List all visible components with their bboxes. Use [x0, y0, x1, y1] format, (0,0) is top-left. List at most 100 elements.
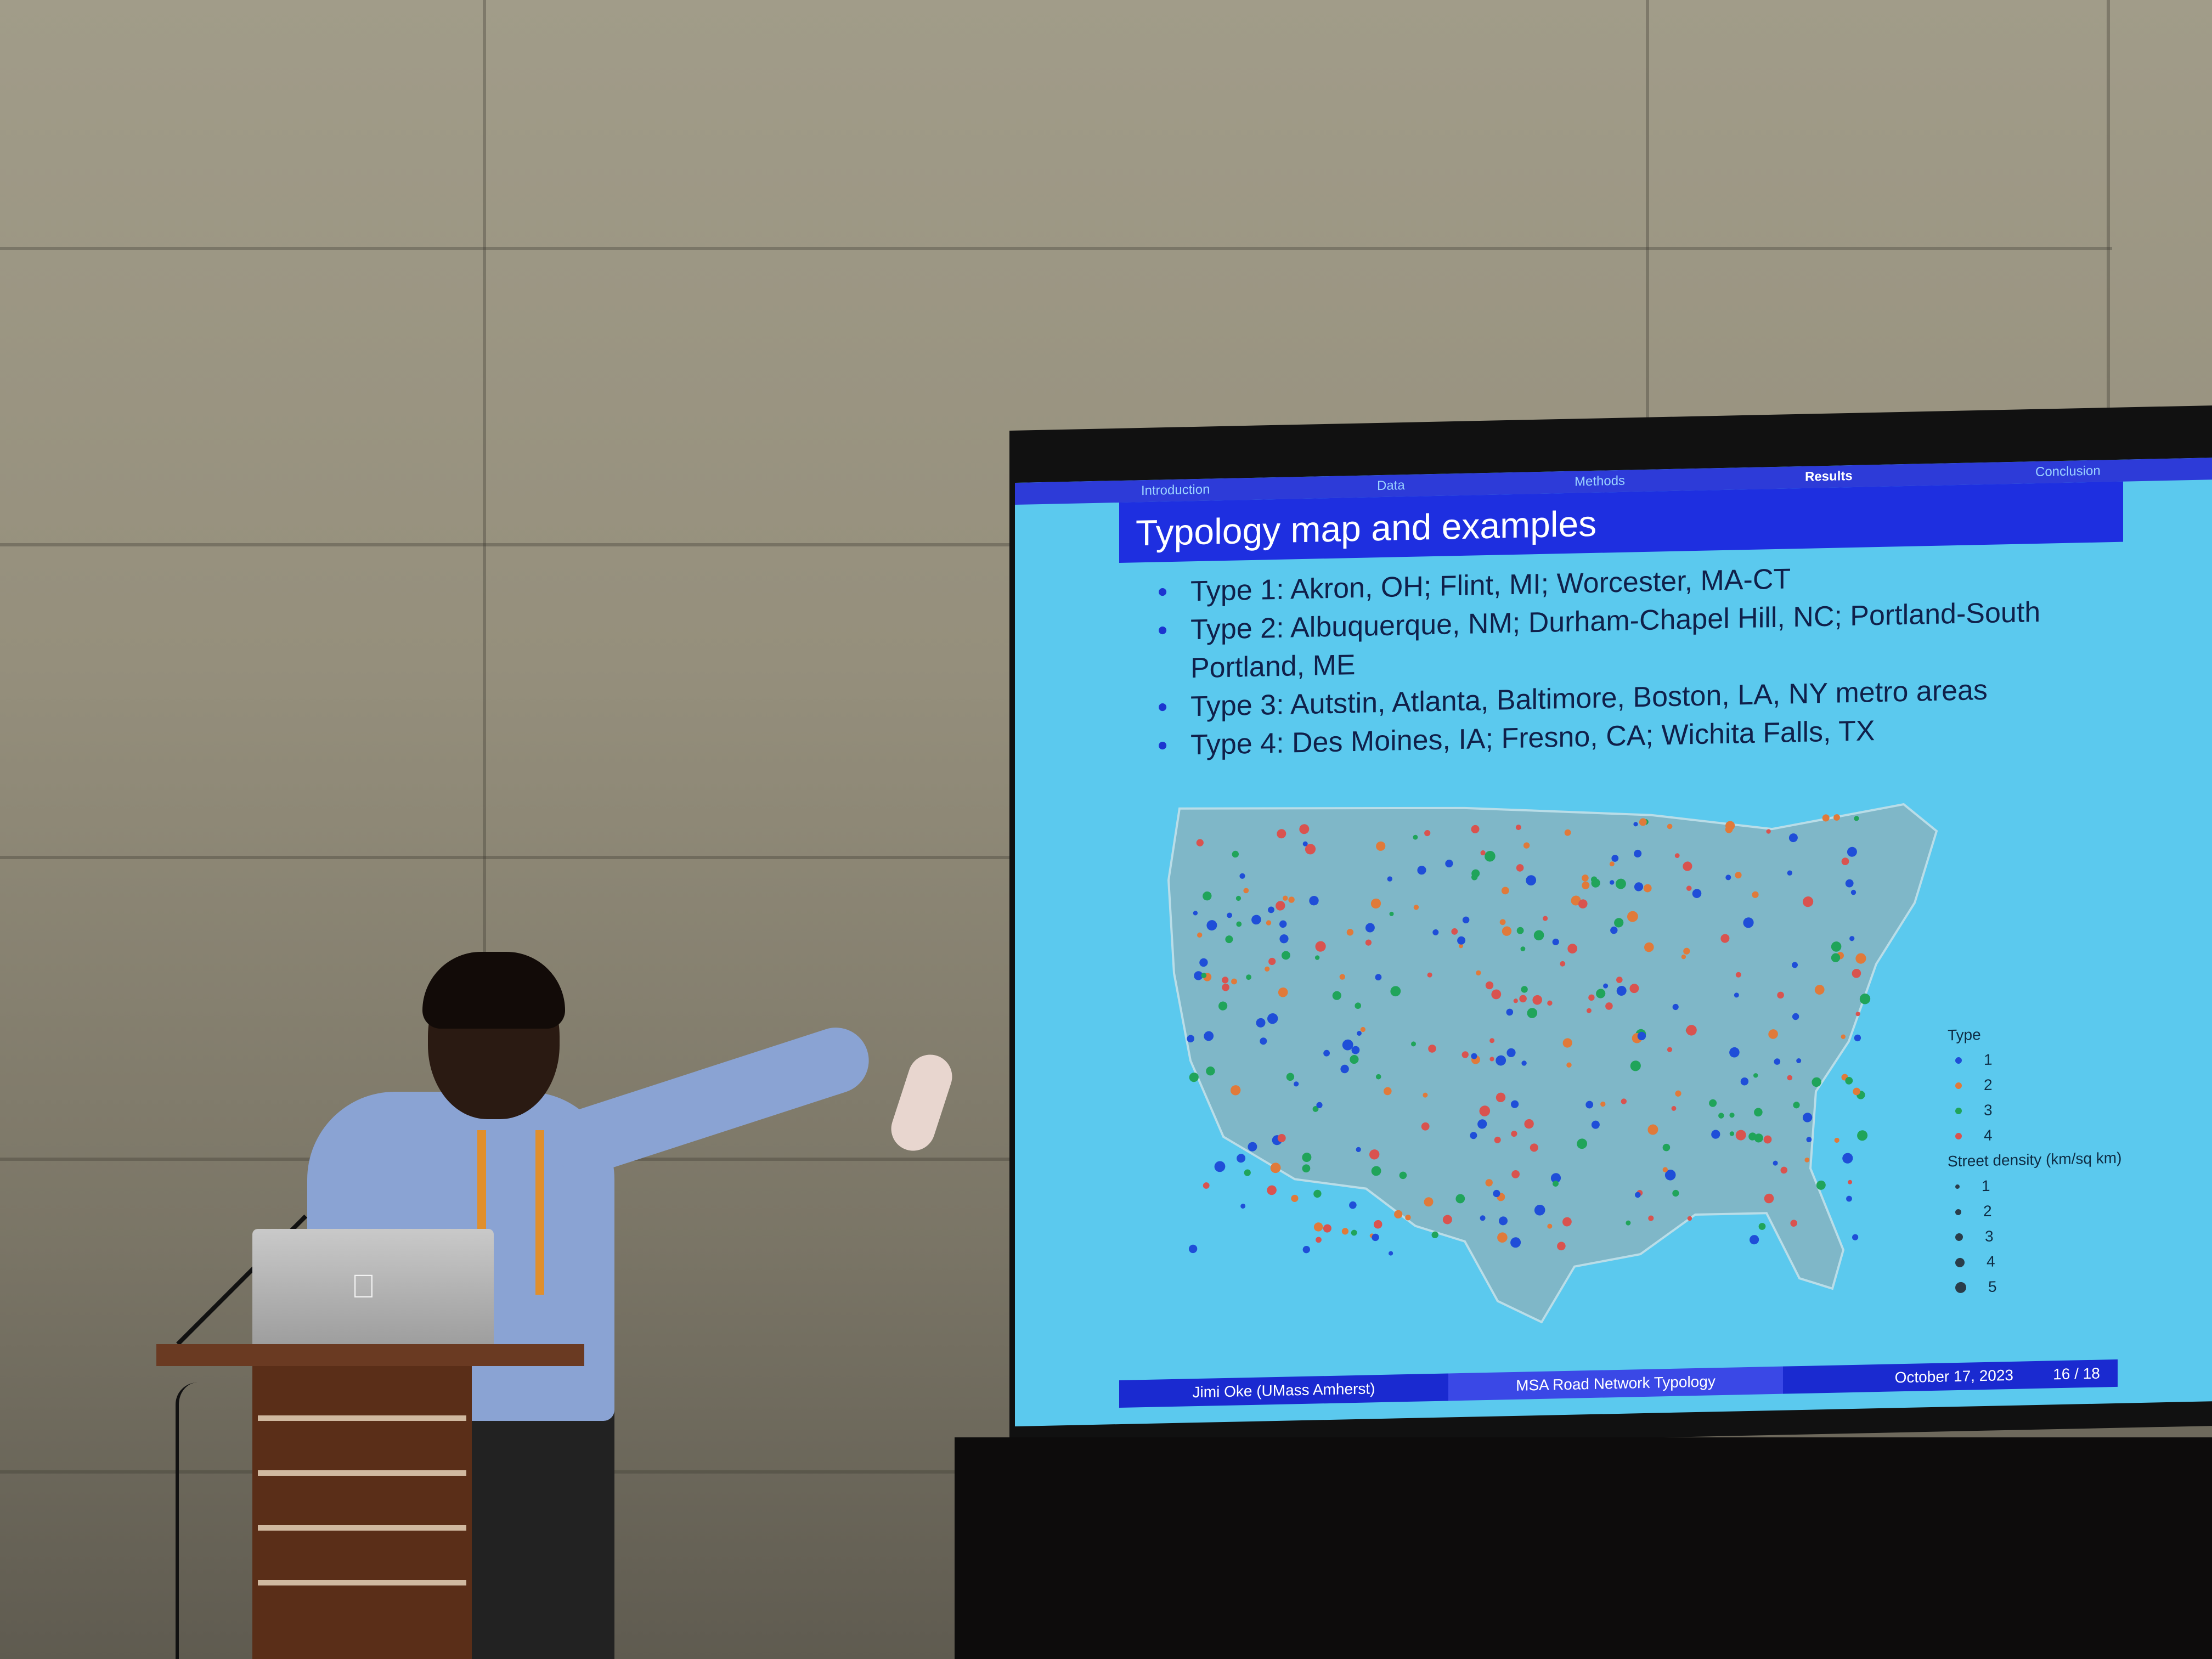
msa-dot — [1506, 1048, 1516, 1057]
msa-dot — [1432, 929, 1439, 935]
msa-dot — [1806, 1137, 1812, 1143]
msa-dot — [1349, 1201, 1357, 1209]
msa-dot — [1833, 814, 1840, 821]
msa-dot — [1197, 932, 1203, 938]
msa-dot — [1342, 1039, 1353, 1051]
msa-dot — [1476, 970, 1481, 976]
msa-dot — [1588, 994, 1595, 1001]
msa-dot — [1332, 991, 1341, 1000]
legend-type-title: Type — [1948, 1026, 1981, 1044]
msa-dot — [1485, 1179, 1493, 1187]
legend-dot — [1955, 1107, 1962, 1115]
msa-dot — [1674, 853, 1680, 859]
legend-dot — [1955, 1082, 1962, 1090]
msa-dot — [1248, 1142, 1257, 1152]
msa-dot — [1445, 859, 1453, 868]
msa-dot — [1752, 891, 1759, 898]
msa-dot — [1662, 1167, 1668, 1172]
msa-dot — [1780, 1166, 1788, 1174]
msa-dot — [1547, 1000, 1553, 1006]
msa-dot — [1387, 876, 1392, 882]
msa-dot — [1852, 1234, 1859, 1240]
msa-dot — [1314, 955, 1320, 960]
legend-dot — [1955, 1282, 1966, 1294]
legend-density-4: 4 — [1948, 1245, 2167, 1275]
msa-dot — [1516, 927, 1524, 934]
msa-dot — [1237, 1154, 1246, 1163]
msa-dot — [1735, 972, 1741, 978]
msa-dot — [1834, 1137, 1839, 1143]
msa-dot — [1681, 954, 1686, 960]
msa-dot — [1496, 1055, 1506, 1066]
msa-dot — [1206, 920, 1217, 931]
msa-dot — [1718, 1113, 1724, 1119]
msa-dot — [1729, 1113, 1735, 1118]
msa-dot — [1313, 1189, 1322, 1198]
msa-dot — [1283, 895, 1288, 901]
msa-dot — [1672, 1003, 1679, 1011]
msa-dot — [1582, 874, 1589, 882]
msa-dot — [1683, 947, 1690, 955]
msa-dot — [1373, 1220, 1383, 1229]
msa-dot — [1370, 898, 1381, 909]
msa-dot — [1577, 1138, 1587, 1149]
msa-dot — [1848, 1180, 1853, 1184]
msa-dot — [1491, 989, 1502, 1000]
msa-dot — [1502, 926, 1512, 936]
legend-label: 4 — [1987, 1252, 1995, 1270]
msa-dot — [1615, 878, 1626, 889]
msa-dot — [1477, 1119, 1487, 1129]
msa-dot — [1417, 866, 1426, 875]
msa-dot — [1855, 1012, 1860, 1017]
podium-slat — [258, 1580, 466, 1585]
msa-dot — [1591, 1120, 1600, 1129]
msa-dot — [1796, 1058, 1802, 1063]
legend-dot — [1955, 1209, 1961, 1215]
msa-dot — [1231, 1085, 1241, 1096]
msa-dot — [1196, 839, 1204, 847]
laptop — [252, 1229, 494, 1350]
msa-dot — [1671, 1106, 1677, 1111]
msa-dot — [1557, 1242, 1566, 1251]
map-legend: Type 1 2 3 4 Street density (km/sq km) 1… — [1948, 1018, 2167, 1300]
msa-dot — [1302, 1245, 1310, 1254]
msa-dot — [1831, 953, 1841, 962]
msa-dot — [1365, 923, 1375, 933]
msa-dot — [1634, 849, 1642, 857]
msa-dot — [1603, 983, 1609, 989]
msa-dot — [1611, 855, 1619, 862]
msa-dot — [1743, 917, 1754, 928]
msa-dot — [1428, 1045, 1436, 1053]
msa-dot — [1471, 825, 1480, 833]
msa-dot — [1849, 936, 1855, 941]
msa-dot — [1203, 1182, 1210, 1189]
msa-dot — [1511, 1130, 1517, 1137]
legend-dot — [1955, 1184, 1960, 1189]
nav-item-methods: Methods — [1575, 473, 1626, 489]
wall-seam — [0, 543, 1009, 546]
msa-dot — [1279, 934, 1289, 944]
msa-dot — [1787, 1075, 1793, 1081]
msa-dot — [1639, 818, 1647, 826]
msa-dot — [1766, 829, 1771, 834]
mic-cable — [176, 1383, 201, 1659]
podium — [252, 1366, 472, 1659]
msa-dot — [1816, 1180, 1826, 1190]
msa-dot — [1600, 1101, 1606, 1107]
legend-label: 1 — [1984, 1051, 1993, 1069]
msa-dot — [1225, 935, 1233, 944]
msa-dot — [1309, 895, 1319, 906]
msa-dot — [1734, 992, 1739, 998]
nav-item-introduction: Introduction — [1141, 482, 1210, 499]
msa-dot — [1315, 941, 1326, 952]
msa-dot — [1227, 912, 1233, 918]
msa-dot — [1357, 1031, 1362, 1036]
msa-dot — [1609, 861, 1615, 867]
msa-dot — [1802, 1113, 1813, 1122]
podium-slat — [258, 1415, 466, 1421]
wall-seam — [483, 0, 486, 1470]
msa-dot — [1566, 1062, 1572, 1068]
msa-dot — [1499, 1216, 1508, 1226]
msa-dot — [1524, 1119, 1534, 1129]
msa-dot — [1302, 1164, 1311, 1173]
